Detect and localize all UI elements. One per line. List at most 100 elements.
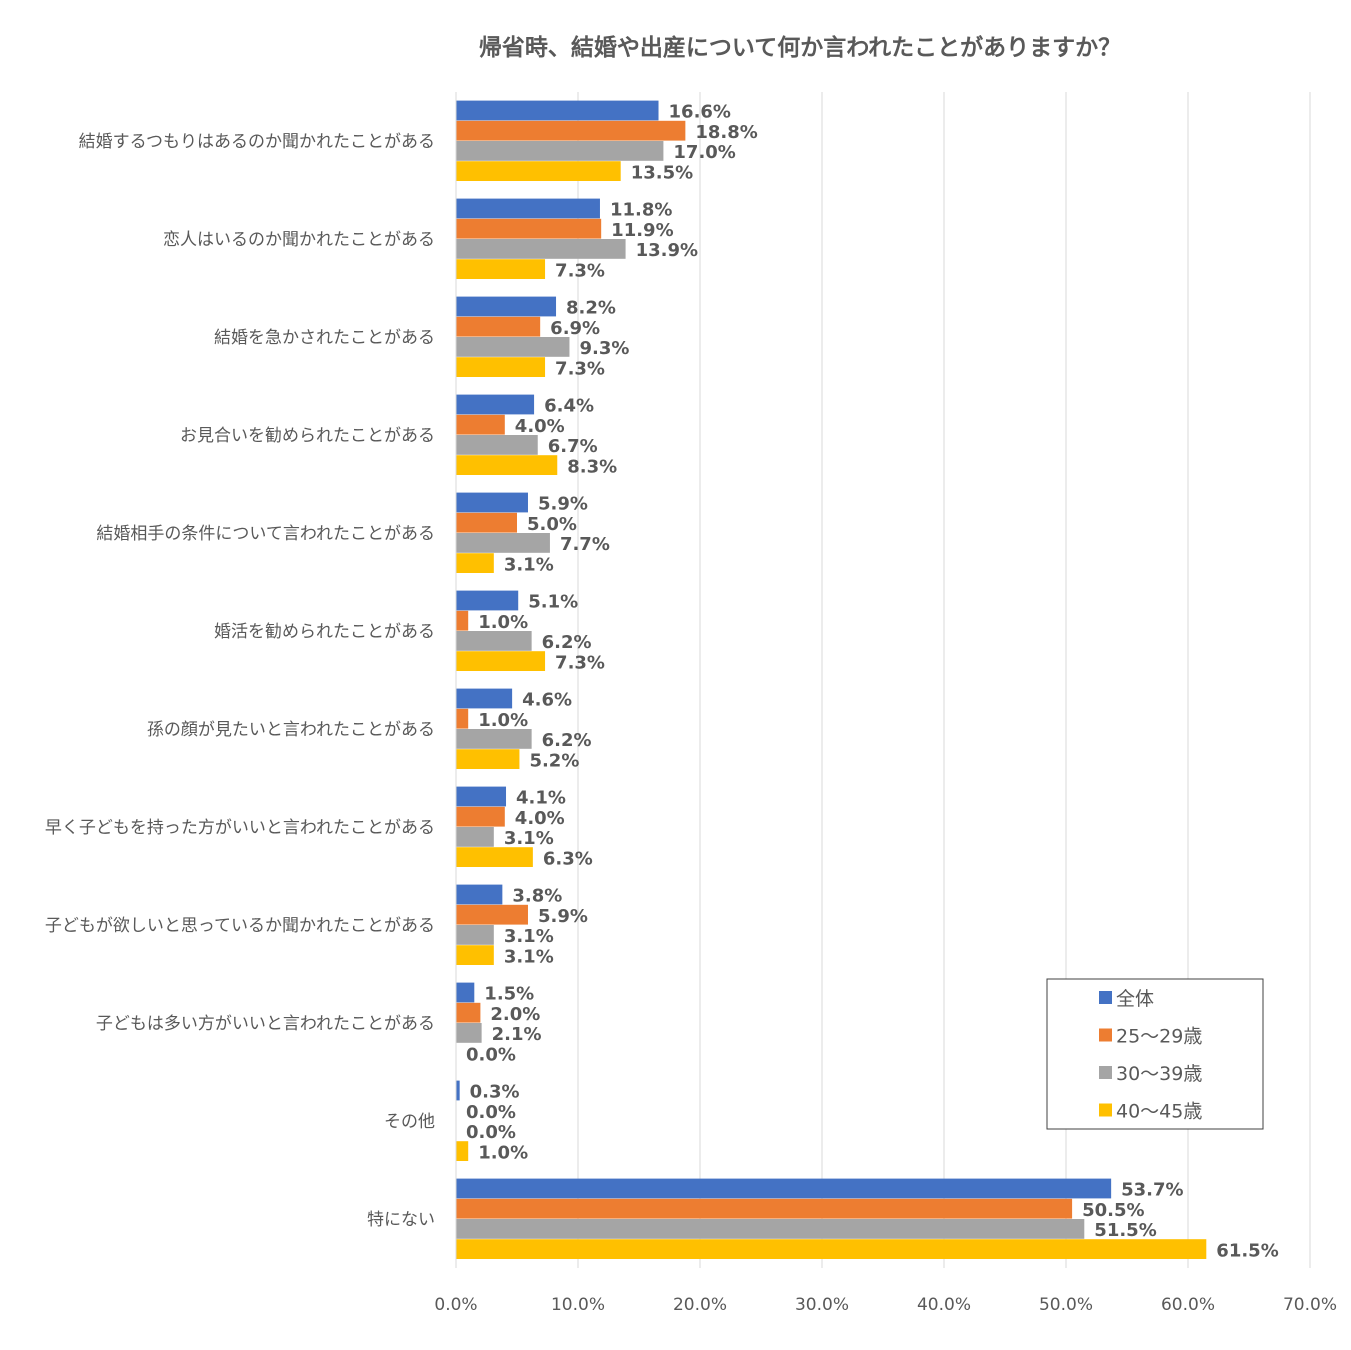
data-label: 61.5% xyxy=(1216,1240,1278,1261)
bar xyxy=(456,533,550,553)
bar xyxy=(456,884,503,905)
bar xyxy=(456,786,507,807)
data-label: 0.3% xyxy=(470,1082,520,1103)
data-label: 6.9% xyxy=(550,318,600,339)
legend-label: 40～45歳 xyxy=(1116,1101,1202,1123)
bar xyxy=(456,394,535,415)
data-label: 3.1% xyxy=(504,946,554,967)
bars: 16.6% 11.8% 8.2% 6.4% 5.9% 5.1% 4.6% 4.1% 3.8% 1.… xyxy=(456,100,1279,1261)
bar xyxy=(456,120,686,141)
category-label: 結婚するつもりはあるのか聞かれたことがある xyxy=(79,132,435,152)
data-label: 6.2% xyxy=(542,730,592,751)
bar xyxy=(456,553,494,573)
data-label: 51.5% xyxy=(1094,1220,1156,1241)
data-label: 5.9% xyxy=(538,906,588,927)
data-label: 6.4% xyxy=(544,396,594,417)
bar xyxy=(456,1023,482,1043)
bar xyxy=(456,1178,1112,1199)
x-tick-label: 20.0% xyxy=(673,1295,727,1315)
category-label: 孫の顔が見たいと言われたことがある xyxy=(147,720,435,740)
legend-swatch xyxy=(1099,991,1112,1004)
bar xyxy=(456,847,533,867)
category-label: 子どもが欲しいと思っているか聞かれたことがある xyxy=(45,916,435,936)
data-label: 3.1% xyxy=(504,828,554,849)
bar xyxy=(456,688,513,709)
bar xyxy=(456,512,517,533)
bar xyxy=(456,455,558,475)
bar xyxy=(456,161,621,181)
data-label: 3.1% xyxy=(504,554,554,575)
data-label: 5.9% xyxy=(538,494,588,515)
bar xyxy=(456,1141,469,1161)
category-label: お見合いを勧められたことがある xyxy=(180,426,435,446)
data-label: 8.3% xyxy=(567,456,617,477)
legend-swatch xyxy=(1099,1103,1112,1117)
bar xyxy=(456,749,520,769)
bar xyxy=(456,827,494,847)
category-label: 特にない xyxy=(367,1210,435,1230)
data-label: 5.2% xyxy=(529,750,579,771)
bar xyxy=(456,631,532,651)
bar xyxy=(456,259,546,279)
bar xyxy=(456,492,528,513)
gridlines xyxy=(577,92,1311,1268)
category-label: 結婚相手の条件について言われたことがある xyxy=(96,524,435,544)
data-label: 1.0% xyxy=(478,612,528,633)
legend: 全体 25～29歳 30～39歳 40～45歳 xyxy=(1046,978,1264,1130)
bar xyxy=(456,337,570,357)
bar xyxy=(456,610,469,631)
data-label: 8.2% xyxy=(566,298,616,319)
data-label: 9.3% xyxy=(579,338,629,359)
data-label: 2.1% xyxy=(492,1024,542,1045)
data-label: 4.6% xyxy=(522,690,572,711)
bar xyxy=(456,1002,481,1023)
category-label: 恋人はいるのか聞かれたことがある xyxy=(163,229,435,250)
data-label: 1.0% xyxy=(478,1142,528,1163)
data-label: 7.3% xyxy=(555,652,605,673)
data-label: 7.3% xyxy=(555,260,605,281)
bar xyxy=(456,806,505,827)
data-label: 2.0% xyxy=(490,1004,540,1025)
bar xyxy=(456,982,475,1003)
x-tick-label: 10.0% xyxy=(551,1295,605,1315)
axes: 0.0% 10.0% 20.0% 30.0% 40.0% 50.0% 60.0% 70.0% 結… xyxy=(45,92,1337,1315)
category-label: 結婚を急かされたことがある xyxy=(214,328,435,348)
data-label: 11.8% xyxy=(610,200,672,221)
data-label: 6.2% xyxy=(542,632,592,653)
bar xyxy=(456,1239,1207,1259)
bar xyxy=(456,218,602,239)
data-label: 0.0% xyxy=(466,1122,516,1143)
bar xyxy=(456,1219,1085,1239)
data-label: 13.9% xyxy=(636,240,698,261)
data-label: 6.7% xyxy=(548,436,598,457)
legend-label: 30～39歳 xyxy=(1116,1063,1202,1085)
data-label: 50.5% xyxy=(1082,1200,1144,1221)
bar xyxy=(456,945,494,965)
data-label: 7.3% xyxy=(555,358,605,379)
legend-label: 25～29歳 xyxy=(1116,1026,1202,1048)
bar xyxy=(456,296,557,317)
bar xyxy=(456,435,538,455)
bar xyxy=(456,100,659,121)
data-label: 4.0% xyxy=(515,416,565,437)
x-tick-label: 60.0% xyxy=(1161,1295,1215,1315)
bar xyxy=(456,414,505,435)
data-label: 11.9% xyxy=(611,220,673,241)
bar xyxy=(456,239,626,259)
bar xyxy=(456,1198,1073,1219)
bar xyxy=(456,708,469,729)
x-tick-label: 0.0% xyxy=(434,1295,477,1315)
data-label: 3.1% xyxy=(504,926,554,947)
data-label: 13.5% xyxy=(631,162,693,183)
data-label: 4.1% xyxy=(516,788,566,809)
legend-swatch xyxy=(1099,1028,1112,1042)
data-label: 17.0% xyxy=(673,142,735,163)
bar xyxy=(456,729,532,749)
legend-label: 全体 xyxy=(1116,988,1154,1010)
x-tick-label: 70.0% xyxy=(1283,1295,1337,1315)
data-label: 5.1% xyxy=(528,592,578,613)
bar xyxy=(456,357,546,377)
category-label: その他 xyxy=(384,1112,435,1132)
x-tick-label: 40.0% xyxy=(917,1295,971,1315)
